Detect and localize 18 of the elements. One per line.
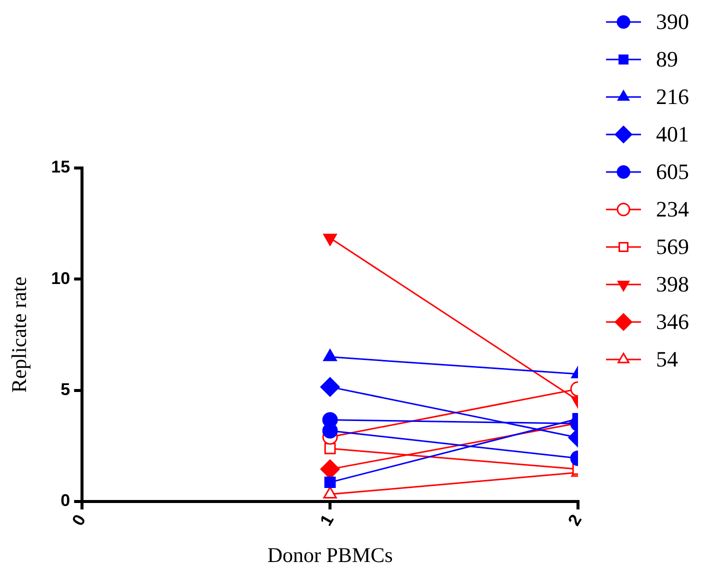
x-axis-title: Donor PBMCs <box>267 542 393 567</box>
x-tick-label: 1 <box>316 511 338 530</box>
y-axis-title: Replicate rate <box>7 276 32 393</box>
legend-label: 216 <box>656 84 689 109</box>
x-tick-label: 2 <box>564 511 586 530</box>
y-tick-label: 10 <box>51 268 70 288</box>
legend-label: 605 <box>656 158 689 184</box>
y-tick-label: 0 <box>60 491 70 510</box>
legend-label: 569 <box>656 234 689 259</box>
y-tick-label: 5 <box>60 380 70 399</box>
legend-label: 234 <box>656 196 689 222</box>
legend-label: 401 <box>656 121 689 146</box>
legend-label: 398 <box>656 271 689 296</box>
y-tick-label: 15 <box>51 158 70 177</box>
legend-label: 390 <box>656 8 689 34</box>
legend-label: 346 <box>656 308 689 334</box>
legend-label: 89 <box>656 46 678 72</box>
legend-label: 54 <box>656 346 678 372</box>
